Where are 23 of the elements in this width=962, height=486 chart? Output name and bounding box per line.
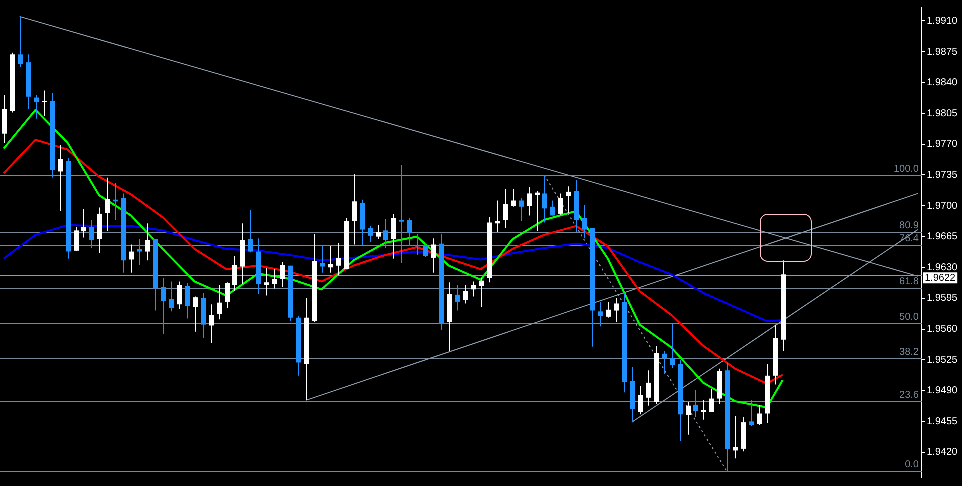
annotation: 38.2 [900, 347, 920, 358]
y-tick-label: 1.9630 [927, 262, 958, 274]
y-tick-label: 1.9455 [927, 416, 958, 428]
annotation: 80.9 [900, 220, 920, 232]
y-tick-label: 1.9525 [927, 354, 958, 366]
y-tick-label: 1.9805 [927, 108, 958, 120]
y-tick-label: 1.9665 [927, 232, 958, 243]
annotation: 50.0 [900, 312, 920, 323]
y-tick-label: 1.9595 [927, 293, 958, 304]
y-tick-label: 1.9770 [927, 139, 958, 150]
y-tick-label: 1.9910 [927, 16, 958, 27]
y-tick-label: 1.9490 [927, 386, 958, 397]
annotation: 61.8 [900, 276, 920, 288]
y-tick-label: 1.9840 [927, 78, 958, 89]
annotation: 100.0 [894, 164, 920, 175]
ref-line-label: 1.9622 [925, 272, 956, 284]
annotation: 0.0 [905, 460, 920, 471]
y-tick-label: 1.9560 [927, 324, 958, 336]
y-tick-label: 1.9875 [927, 46, 958, 58]
y-tick-label: 1.9735 [927, 170, 958, 181]
annotation: 23.6 [900, 390, 920, 402]
y-tick-label: 1.9700 [927, 200, 958, 212]
y-tick-label: 1.9420 [927, 447, 958, 458]
